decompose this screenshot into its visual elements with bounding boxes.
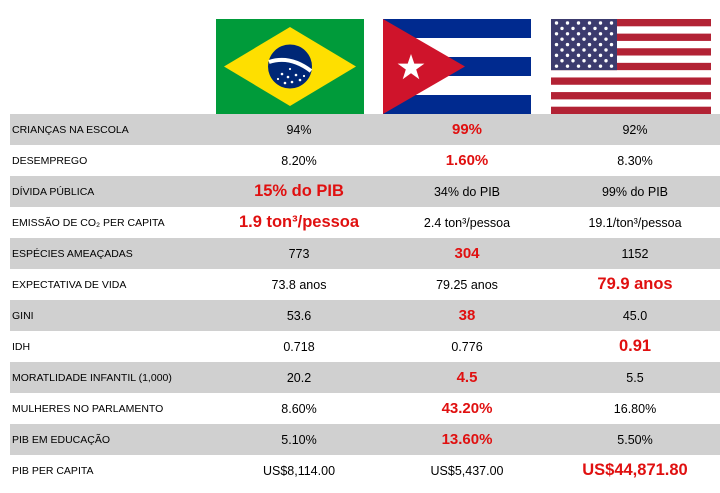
cuba-flag-icon — [383, 19, 531, 114]
flags-header — [0, 0, 720, 114]
brazil-flag-icon — [216, 19, 364, 114]
table-row: DÍVIDA PÚBLICA 15% do PIB 34% do PIB 99% do… — [10, 176, 720, 207]
row-label: GINI — [12, 309, 34, 322]
row-label: CRIANÇAS NA ESCOLA — [12, 123, 129, 136]
row-label: PIB PER CAPITA — [12, 464, 94, 477]
cuba-value-cell: US$5,437.00 — [430, 463, 504, 478]
cuba-value-cell: 43.20% — [441, 400, 493, 417]
cuba-value-cell: 13.60% — [441, 431, 493, 448]
usa-value-cell: 45.0 — [622, 308, 648, 323]
brazil-value-cell: 20.2 — [286, 370, 312, 385]
usa-value-cell: 19.1/ton³/pessoa — [588, 215, 682, 230]
usa-value-cell: 92% — [622, 122, 648, 137]
cuba-value-cell: 0.776 — [451, 339, 483, 354]
usa-flag-icon — [551, 19, 711, 114]
cuba-value-cell: 99% — [451, 121, 483, 138]
brazil-value-cell: 773 — [288, 246, 310, 261]
brazil-value-cell: US$8,114.00 — [262, 463, 336, 478]
row-label: ESPÉCIES AMEAÇADAS — [12, 247, 133, 260]
row-label: MORATLIDADE INFANTIL (1,000) — [12, 371, 172, 384]
usa-value-cell: 1152 — [621, 246, 649, 261]
table-row: EMISSÃO DE CO₂ PER CAPITA 1.9 ton³/pessoa… — [10, 207, 720, 238]
row-label: DÍVIDA PÚBLICA — [12, 185, 95, 198]
comparison-table: CRIANÇAS NA ESCOLA 94% 99% 92% DESEMPREGO 8.2… — [10, 114, 720, 486]
cuba-value-cell: 79.25 anos — [436, 277, 498, 292]
usa-value-cell: 0.91 — [618, 337, 652, 355]
table-row: PIB PER CAPITA US$8,114.00 US$5,437.00 US$4… — [10, 455, 720, 486]
cuba-value-cell: 1.60% — [445, 152, 489, 169]
brazil-value-cell: 5.10% — [281, 432, 317, 447]
table-row: IDH 0.718 0.776 0.91 — [10, 331, 720, 362]
cuba-value-cell: 304 — [454, 245, 480, 262]
table-row: ESPÉCIES AMEAÇADAS 773 304 1152 — [10, 238, 720, 269]
row-label: DESEMPREGO — [12, 154, 88, 167]
table-row: DESEMPREGO 8.20% 1.60% 8.30% — [10, 145, 720, 176]
usa-value-cell: 5.50% — [617, 432, 653, 447]
row-label: MULHERES NO PARLAMENTO — [12, 402, 164, 415]
usa-value-cell: 99% do PIB — [601, 184, 668, 199]
usa-value-cell: US$44,871.80 — [582, 461, 688, 479]
brazil-value-cell: 94% — [286, 122, 312, 137]
table-row: MULHERES NO PARLAMENTO 8.60% 43.20% 16.80% — [10, 393, 720, 424]
brazil-value-cell: 8.60% — [281, 401, 317, 416]
table-row: CRIANÇAS NA ESCOLA 94% 99% 92% — [10, 114, 720, 145]
brazil-value-cell: 8.20% — [281, 153, 317, 168]
brazil-value-cell: 15% do PIB — [254, 182, 344, 200]
usa-value-cell: 16.80% — [613, 401, 657, 416]
table-row: GINI 53.6 38 45.0 — [10, 300, 720, 331]
brazil-value-cell: 1.9 ton³/pessoa — [238, 213, 360, 231]
row-label: EXPECTATIVA DE VIDA — [12, 278, 127, 291]
cuba-value-cell: 38 — [458, 307, 476, 324]
brazil-value-cell: 0.718 — [283, 339, 315, 354]
usa-value-cell: 5.5 — [626, 370, 644, 385]
row-label: IDH — [12, 340, 31, 353]
brazil-value-cell: 73.8 anos — [271, 277, 327, 292]
table-row: MORATLIDADE INFANTIL (1,000) 20.2 4.5 5.5 — [10, 362, 720, 393]
cuba-value-cell: 2.4 ton³/pessoa — [423, 215, 511, 230]
cuba-value-cell: 34% do PIB — [433, 184, 500, 199]
brazil-value-cell: 53.6 — [286, 308, 312, 323]
row-label: EMISSÃO DE CO₂ PER CAPITA — [12, 216, 165, 229]
usa-value-cell: 8.30% — [617, 153, 653, 168]
table-row: EXPECTATIVA DE VIDA 73.8 anos 79.25 anos 79… — [10, 269, 720, 300]
table-row: PIB EM EDUCAÇÃO 5.10% 13.60% 5.50% — [10, 424, 720, 455]
row-label: PIB EM EDUCAÇÃO — [12, 433, 111, 446]
cuba-value-cell: 4.5 — [456, 369, 478, 386]
usa-value-cell: 79.9 anos — [597, 275, 673, 293]
